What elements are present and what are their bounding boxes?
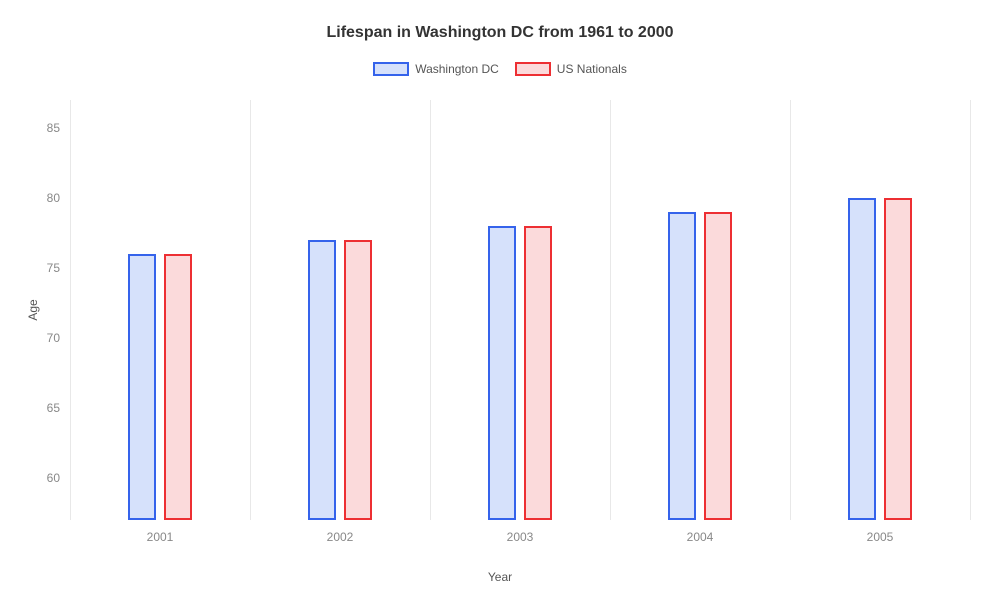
gridline-vertical <box>430 100 431 520</box>
legend-item-1[interactable]: US Nationals <box>515 62 627 76</box>
gridline-vertical <box>250 100 251 520</box>
legend-label: US Nationals <box>557 62 627 76</box>
legend-item-0[interactable]: Washington DC <box>373 62 499 76</box>
legend-swatch <box>373 62 409 76</box>
chart-legend: Washington DC US Nationals <box>0 62 1000 76</box>
y-tick-label: 75 <box>47 261 60 275</box>
x-tick-label: 2001 <box>147 530 174 544</box>
chart-container: Lifespan in Washington DC from 1961 to 2… <box>0 0 1000 600</box>
x-tick-label: 2002 <box>327 530 354 544</box>
bar-washington-dc[interactable] <box>668 212 696 520</box>
x-tick-label: 2005 <box>867 530 894 544</box>
legend-label: Washington DC <box>415 62 499 76</box>
legend-swatch <box>515 62 551 76</box>
x-tick-label: 2004 <box>687 530 714 544</box>
y-tick-label: 70 <box>47 331 60 345</box>
bar-washington-dc[interactable] <box>488 226 516 520</box>
gridline-vertical <box>970 100 971 520</box>
bar-us-nationals[interactable] <box>524 226 552 520</box>
y-axis-label: Age <box>26 299 40 320</box>
bar-washington-dc[interactable] <box>308 240 336 520</box>
bar-us-nationals[interactable] <box>884 198 912 520</box>
gridline-vertical <box>790 100 791 520</box>
plot-area: 60657075808520012002200320042005 <box>70 100 970 520</box>
chart-title: Lifespan in Washington DC from 1961 to 2… <box>0 0 1000 42</box>
bar-us-nationals[interactable] <box>164 254 192 520</box>
x-tick-label: 2003 <box>507 530 534 544</box>
bar-washington-dc[interactable] <box>848 198 876 520</box>
gridline-vertical <box>610 100 611 520</box>
x-axis-label: Year <box>488 570 512 584</box>
y-tick-label: 60 <box>47 471 60 485</box>
gridline-vertical <box>70 100 71 520</box>
bar-us-nationals[interactable] <box>704 212 732 520</box>
y-tick-label: 85 <box>47 121 60 135</box>
y-tick-label: 80 <box>47 191 60 205</box>
bar-washington-dc[interactable] <box>128 254 156 520</box>
bar-us-nationals[interactable] <box>344 240 372 520</box>
y-tick-label: 65 <box>47 401 60 415</box>
